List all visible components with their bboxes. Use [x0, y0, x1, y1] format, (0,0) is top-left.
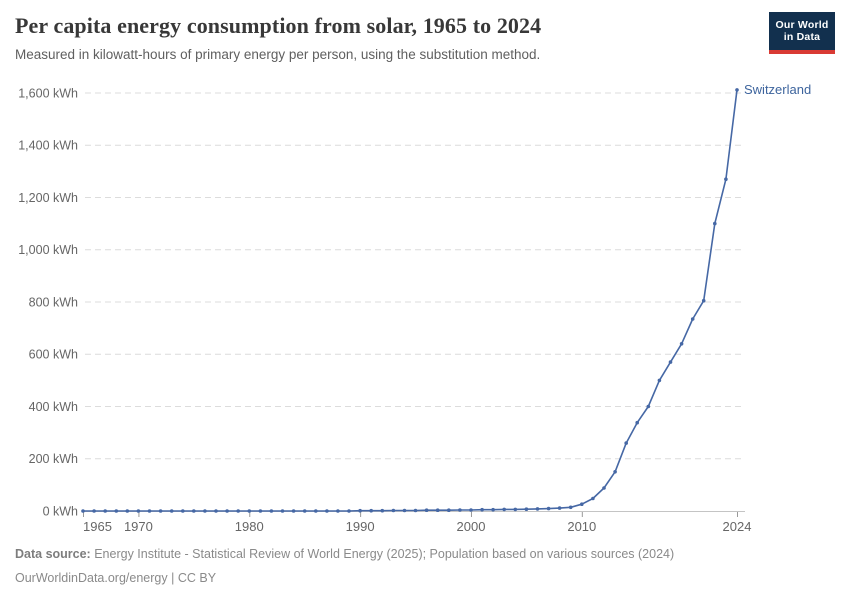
data-point: [269, 509, 274, 513]
data-point: [613, 470, 617, 474]
data-point: [591, 496, 595, 501]
data-source-line: Data source: Energy Institute - Statisti…: [15, 546, 835, 562]
data-point: [203, 509, 207, 513]
data-point: [158, 509, 163, 513]
data-point: [557, 506, 562, 510]
data-point: [169, 509, 174, 513]
data-point: [679, 342, 684, 346]
x-axis-tick-label: 1965: [83, 519, 112, 534]
chart-svg: 0 kWh 200 kWh 400 kWh 600 kWh 800 kWh 1,000 k…: [18, 82, 811, 534]
data-point: [147, 509, 152, 513]
data-point: [125, 509, 130, 513]
data-point: [92, 509, 96, 513]
data-point: [291, 509, 296, 513]
data-point: [657, 378, 662, 383]
chart-header: Per capita energy consumption from solar…: [15, 12, 835, 63]
series-end-label: Switzerland: [744, 82, 811, 97]
data-point: [502, 507, 507, 512]
data-point: [447, 508, 451, 512]
y-axis-tick-label: 1,400 kWh: [18, 139, 78, 153]
license-line: OurWorldinData.org/energy | CC BY: [15, 570, 835, 586]
y-axis-tick-label: 0 kWh: [43, 504, 78, 518]
data-point: [546, 506, 551, 511]
y-axis-tick-label: 1,200 kWh: [18, 191, 78, 205]
data-source-text: Energy Institute - Statistical Review of…: [94, 547, 675, 561]
data-point: [513, 507, 518, 512]
data-point: [325, 509, 329, 513]
series-line-switzerland: [82, 89, 738, 512]
chart-area: 0 kWh 200 kWh 400 kWh 600 kWh 800 kWh 1,000 k…: [0, 78, 850, 544]
y-axis-tick-label: 400 kWh: [29, 400, 78, 414]
data-point: [568, 505, 573, 510]
data-point: [81, 509, 85, 513]
data-point: [690, 317, 695, 321]
data-point: [524, 507, 529, 512]
data-point: [413, 508, 418, 513]
data-point: [713, 221, 717, 226]
data-point: [735, 88, 739, 92]
data-point: [701, 298, 706, 303]
x-axis-tick-label: 1980: [235, 519, 264, 534]
data-point: [424, 508, 429, 512]
data-point: [369, 508, 374, 513]
data-point: [225, 509, 229, 513]
data-point: [247, 509, 252, 513]
data-point: [136, 509, 141, 513]
y-axis-tick-label: 1,000 kWh: [18, 243, 78, 257]
data-point: [358, 508, 362, 513]
data-point: [624, 441, 628, 445]
data-point: [391, 508, 396, 513]
data-point: [435, 508, 440, 512]
data-point: [181, 509, 185, 513]
data-point: [192, 509, 196, 513]
x-axis-tick-label: 2000: [457, 519, 486, 534]
data-point: [347, 509, 351, 513]
owid-energy-link[interactable]: OurWorldinData.org/energy: [15, 571, 168, 585]
data-point: [535, 507, 540, 511]
license-label: CC BY: [177, 571, 217, 585]
data-point: [336, 509, 340, 513]
owid-logo[interactable]: Our World in Data: [769, 12, 835, 54]
data-point: [402, 508, 407, 513]
data-point: [280, 509, 285, 513]
data-point: [236, 509, 240, 513]
data-point: [458, 508, 462, 512]
data-point: [724, 177, 728, 181]
data-point: [646, 404, 651, 409]
chart-subtitle: Measured in kilowatt-hours of primary en…: [15, 47, 541, 62]
x-axis-tick-label: 1970: [124, 519, 153, 534]
data-source-label: Data source:: [15, 547, 91, 561]
data-point: [114, 509, 119, 513]
owid-logo-line1: Our World: [775, 19, 829, 31]
data-point: [380, 508, 385, 513]
data-point: [302, 509, 307, 513]
data-point: [314, 509, 318, 513]
owid-logo-line2: in Data: [783, 31, 821, 43]
y-axis-tick-label: 600 kWh: [29, 348, 78, 362]
data-point: [668, 360, 673, 364]
data-point: [258, 509, 263, 513]
license-separator: |: [167, 571, 178, 585]
data-point: [635, 420, 639, 425]
data-point: [602, 486, 606, 490]
x-axis-tick-label: 2010: [567, 519, 596, 534]
y-axis-tick-label: 200 kWh: [29, 452, 78, 466]
y-axis-tick-label: 800 kWh: [29, 295, 78, 309]
data-point: [103, 509, 107, 513]
data-point: [214, 509, 218, 513]
x-axis-tick-label: 1990: [346, 519, 375, 534]
data-point: [480, 507, 484, 512]
x-axis-tick-label: 2024: [723, 519, 752, 534]
data-point: [491, 507, 495, 512]
y-axis-tick-label: 1,600 kWh: [18, 86, 78, 100]
chart-title: Per capita energy consumption from solar…: [15, 13, 542, 38]
data-point: [580, 502, 584, 507]
chart-footer: Data source: Energy Institute - Statisti…: [15, 546, 835, 594]
data-point: [469, 508, 473, 512]
